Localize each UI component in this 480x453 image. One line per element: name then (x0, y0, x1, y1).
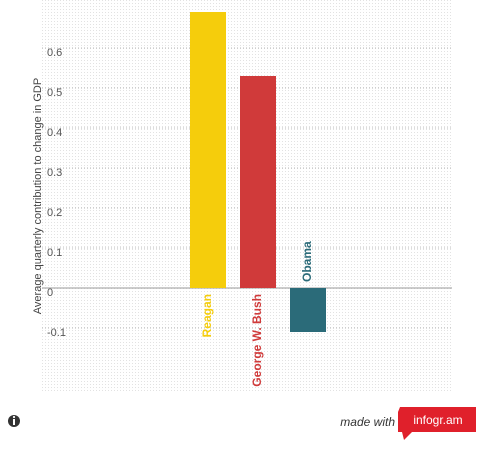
y-tick-label: 0.4 (47, 127, 62, 139)
info-icon[interactable] (8, 415, 20, 427)
y-tick-label: 0.2 (47, 207, 62, 219)
bar (190, 12, 226, 288)
y-tick-label: 0.3 (47, 167, 62, 179)
made-with-text: made with (340, 415, 395, 429)
y-tick-label: 0.6 (47, 47, 62, 59)
y-tick-label: 0.1 (47, 247, 62, 259)
brand-badge[interactable]: infogr.am (398, 407, 476, 440)
category-label: George W. Bush (250, 294, 264, 387)
brand-text[interactable]: infogr.am (413, 413, 462, 427)
y-tick-label: 0.5 (47, 87, 62, 99)
y-tick-label: -0.1 (47, 327, 66, 339)
category-label: Reagan (200, 294, 214, 337)
category-label: Obama (300, 241, 314, 282)
bar (290, 288, 326, 332)
bar (240, 76, 276, 288)
y-tick-label: 0 (47, 287, 53, 299)
y-axis-title: Average quarterly contribution to change… (32, 78, 44, 314)
